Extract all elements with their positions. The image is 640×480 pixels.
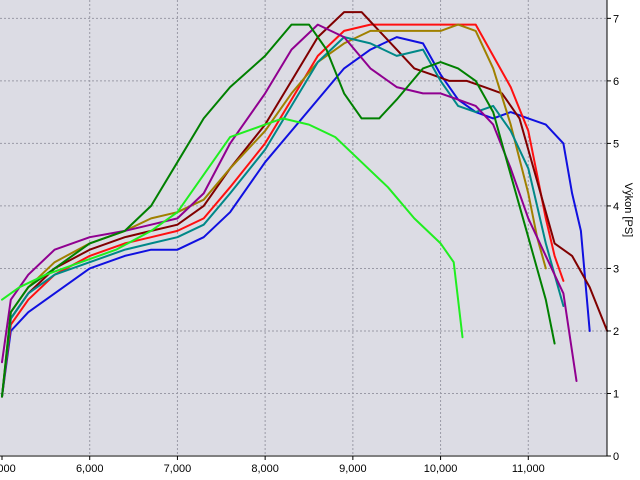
series-group bbox=[1, 11, 609, 398]
series-line-8 bbox=[1, 117, 464, 339]
plot-background bbox=[0, 0, 607, 455]
series-line-3 bbox=[1, 11, 609, 398]
y-tick-label: 2 bbox=[613, 326, 619, 338]
x-tick-label: 6,000 bbox=[76, 463, 104, 475]
x-tick-label: 11,000 bbox=[512, 463, 545, 475]
x-axis: 5,000 6,000 7,000 8,000 9,000 10,000 11,000 bbox=[0, 456, 545, 475]
y-tick-label: 5 bbox=[613, 138, 619, 150]
series-line-7 bbox=[1, 23, 556, 398]
y-axis-label: Výkon [PS] bbox=[622, 183, 634, 237]
series-line-2 bbox=[1, 23, 565, 398]
grid bbox=[0, 0, 607, 456]
y-tick-label: 3 bbox=[613, 263, 619, 275]
x-tick-label: 10,000 bbox=[424, 463, 458, 475]
y-tick-label: 4 bbox=[613, 201, 619, 213]
y-tick-label: 1 bbox=[613, 388, 619, 400]
y-axis: 0 1 2 3 4 5 6 7 bbox=[607, 13, 619, 463]
y-tick-label: 7 bbox=[613, 13, 619, 25]
x-tick-label: 5,000 bbox=[0, 463, 16, 475]
x-tick-label: 7,000 bbox=[164, 463, 192, 475]
x-tick-label: 8,000 bbox=[251, 463, 279, 475]
y-tick-label: 6 bbox=[613, 76, 619, 88]
series-line-1 bbox=[1, 36, 591, 398]
x-tick-label: 9,000 bbox=[339, 463, 367, 475]
y-tick-label: 0 bbox=[613, 451, 619, 463]
